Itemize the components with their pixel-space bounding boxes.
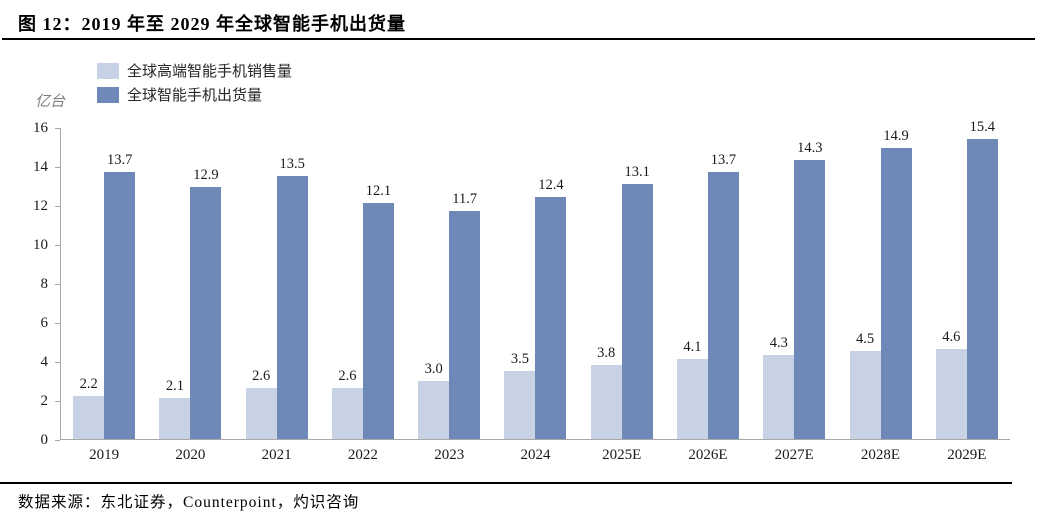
bar-value-label: 12.1 <box>365 183 392 200</box>
bar: 3.0 <box>418 361 450 439</box>
bar: 14.3 <box>794 140 826 439</box>
legend-label-shipments: 全球智能手机出货量 <box>127 88 263 104</box>
bar: 2.2 <box>73 376 105 439</box>
bar: 2.6 <box>331 368 363 439</box>
bar-group-2020: 2.1 12.9 2020 <box>147 128 233 463</box>
y-tick-label: 12 <box>33 198 48 214</box>
chart-legend: 全球高端智能手机销售量 全球智能手机出货量 <box>97 62 292 110</box>
bar: 11.7 <box>449 191 481 439</box>
bar: 2.6 <box>245 368 277 439</box>
y-tick-mark <box>55 167 60 168</box>
bar: 12.1 <box>362 183 394 439</box>
bar-value-label: 12.4 <box>538 177 564 194</box>
bar-value-label: 13.7 <box>710 151 737 168</box>
bar-value-label: 2.6 <box>252 368 271 385</box>
bar-value-label: 13.7 <box>106 151 133 168</box>
bar-value-label: 4.6 <box>942 329 961 346</box>
bar-value-label: 15.4 <box>969 118 995 135</box>
legend-label-premium: 全球高端智能手机销售量 <box>127 64 293 80</box>
x-tick-label: 2021 <box>261 447 292 463</box>
bar-value-label: 4.3 <box>769 335 788 352</box>
bar: 13.7 <box>707 152 739 439</box>
x-tick-label: 2027E <box>774 447 814 463</box>
bar-value-label: 2.2 <box>79 376 98 393</box>
y-tick-mark <box>55 206 60 207</box>
title-underline <box>2 38 1035 40</box>
x-tick-label: 2025E <box>602 447 642 463</box>
y-tick-label: 10 <box>33 237 48 253</box>
bar-value-label: 13.5 <box>279 155 305 172</box>
y-tick-label: 0 <box>40 432 49 448</box>
legend-swatch-shipments <box>97 86 119 103</box>
bar-value-label: 3.0 <box>424 360 443 377</box>
x-tick-label: 2029E <box>947 447 987 463</box>
bar: 4.5 <box>849 331 881 439</box>
bar-value-label: 2.6 <box>338 368 357 385</box>
bar-value-label: 2.1 <box>165 378 184 395</box>
bar: 13.1 <box>621 164 653 439</box>
bar-value-label: 12.9 <box>193 167 219 184</box>
x-tick-label: 2026E <box>688 447 728 463</box>
data-source-note: 数据来源：东北证券，Counterpoint，灼识咨询 <box>18 494 360 511</box>
bar-group-2025E: 3.8 13.1 2025E <box>579 128 665 463</box>
bar-value-label: 11.7 <box>452 190 478 207</box>
bar: 12.4 <box>535 177 567 439</box>
y-tick-label: 14 <box>33 159 48 175</box>
x-tick-label: 2028E <box>860 447 901 463</box>
footer-rule <box>0 482 1012 484</box>
x-tick-label: 2022 <box>347 447 378 463</box>
bar-group-2027E: 4.3 14.3 2027E <box>751 128 837 463</box>
x-tick-label: 2024 <box>520 447 551 463</box>
y-tick-mark <box>55 362 60 363</box>
legend-item-shipments: 全球智能手机出货量 <box>97 86 292 104</box>
y-tick-label: 16 <box>33 120 48 136</box>
bar: 15.4 <box>966 119 998 439</box>
y-tick-mark <box>55 284 60 285</box>
bar: 14.9 <box>880 128 912 439</box>
y-tick-mark <box>55 128 60 129</box>
bar: 12.9 <box>190 167 222 439</box>
bar: 3.5 <box>504 351 536 439</box>
bar-group-2022: 2.6 12.1 2022 <box>320 128 406 463</box>
bar-value-label: 13.1 <box>624 163 650 180</box>
y-axis-unit-label: 亿台 <box>35 94 66 110</box>
bar: 3.8 <box>590 345 622 439</box>
bar-group-2019: 2.2 13.7 2019 <box>61 128 147 463</box>
bar-value-label: 3.5 <box>510 350 530 367</box>
bar-group-2026E: 4.1 13.7 2026E <box>665 128 751 463</box>
bar: 2.1 <box>159 378 191 439</box>
bar-group-2023: 3.0 11.7 2023 <box>406 128 492 463</box>
bar-group-2021: 2.6 13.5 2021 <box>234 128 320 463</box>
bar: 4.6 <box>935 329 967 439</box>
legend-swatch-premium <box>97 62 119 79</box>
bar-value-label: 4.1 <box>683 339 702 356</box>
bar-group-2028E: 4.5 14.9 2028E <box>837 128 923 463</box>
x-tick-label: 2023 <box>434 447 465 463</box>
bar-value-label: 14.9 <box>883 128 909 145</box>
bar-value-label: 4.5 <box>855 331 875 348</box>
y-tick-label: 8 <box>40 276 49 292</box>
y-tick-label: 2 <box>40 393 49 409</box>
bar: 13.5 <box>276 156 308 439</box>
y-tick-mark <box>55 323 60 324</box>
y-tick-mark <box>55 245 60 246</box>
x-tick-label: 2019 <box>89 447 120 463</box>
bar-value-label: 3.8 <box>597 344 616 361</box>
bar: 4.3 <box>763 335 795 439</box>
y-tick-label: 6 <box>40 315 49 331</box>
plot-area: 2.2 13.7 2019 2.1 12.9 2020 2.6 13.5 2021 2.6 12.1… <box>60 119 1010 463</box>
y-tick-label: 4 <box>40 354 49 370</box>
bar: 13.7 <box>104 152 136 439</box>
bar-group-2029E: 4.6 15.4 2029E <box>924 119 1010 463</box>
y-tick-mark <box>55 440 60 441</box>
bar-group-2024: 3.5 12.4 2024 <box>492 128 578 463</box>
y-tick-mark <box>55 401 60 402</box>
figure-title: 图 12：2019 年至 2029 年全球智能手机出货量 <box>18 14 406 34</box>
figure-header: 图 12：2019 年至 2029 年全球智能手机出货量 <box>0 0 1038 36</box>
bar-value-label: 14.3 <box>797 140 823 157</box>
legend-item-premium: 全球高端智能手机销售量 <box>97 62 293 80</box>
bar: 4.1 <box>676 339 708 439</box>
x-tick-label: 2020 <box>175 447 206 463</box>
